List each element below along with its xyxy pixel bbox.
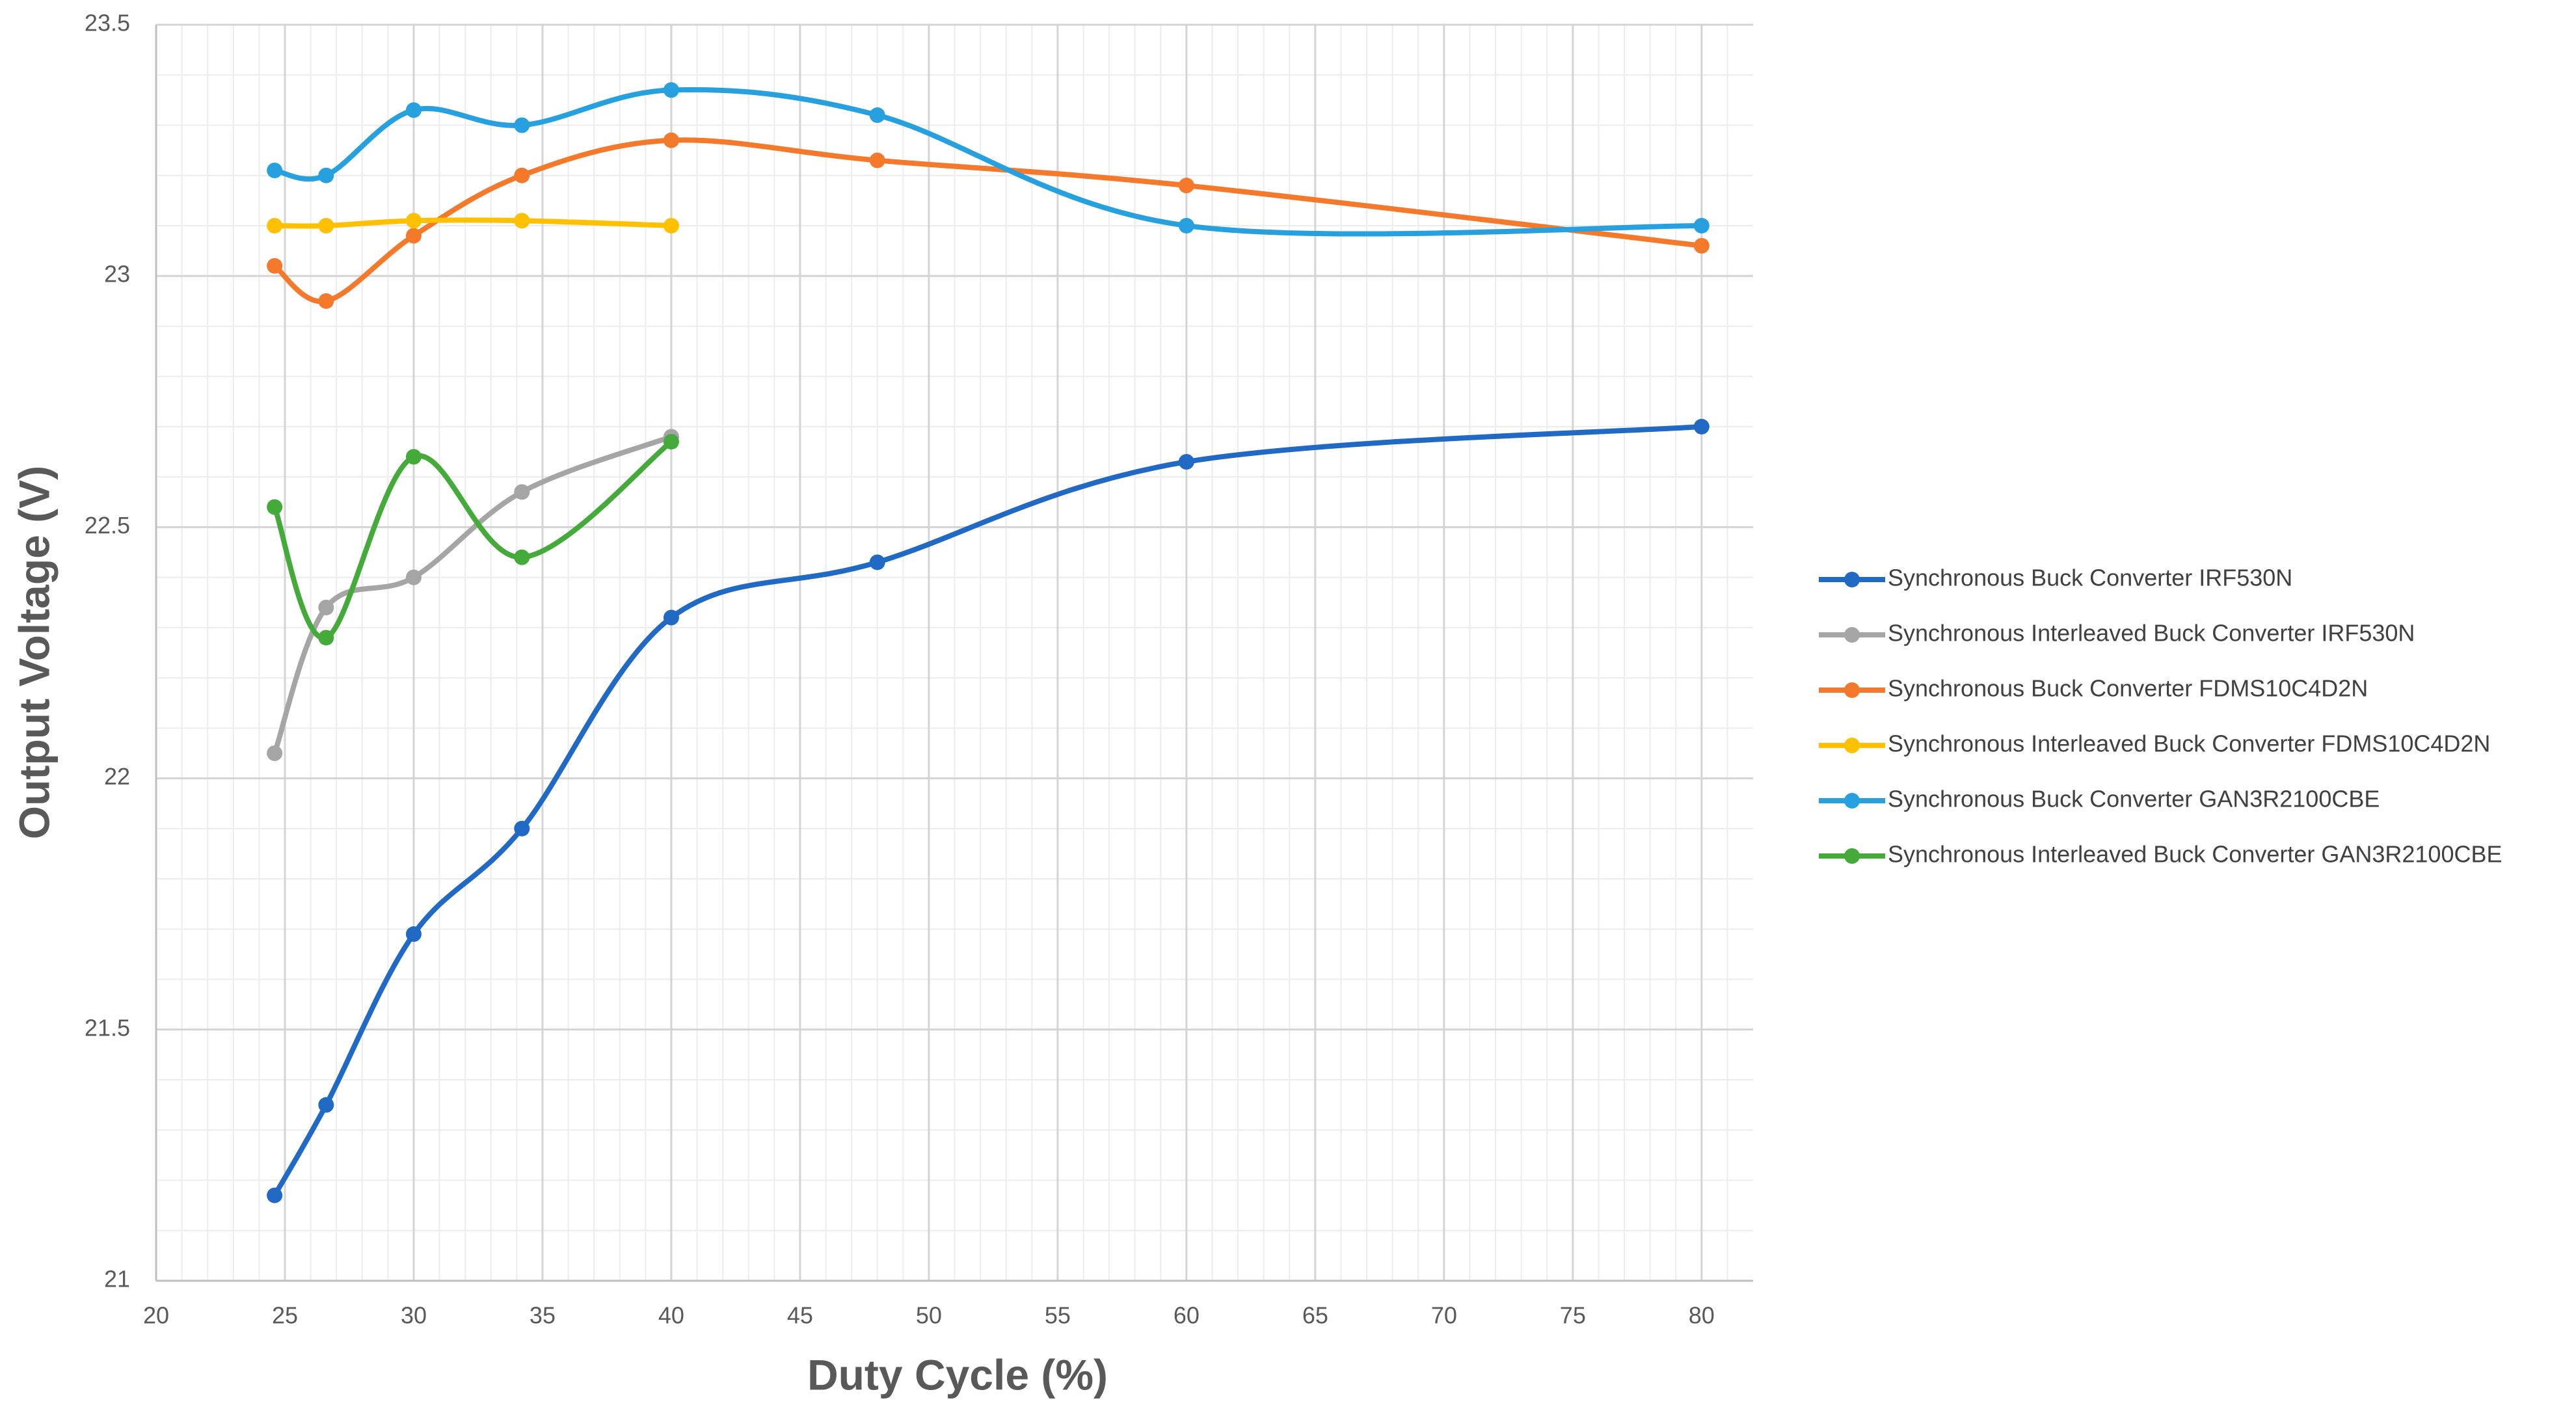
data-point [869, 107, 885, 124]
y-tick-label: 22.5 [85, 512, 130, 539]
legend-swatch-dot [1844, 627, 1860, 643]
data-point [1178, 178, 1194, 194]
data-point [663, 132, 679, 148]
y-tick-label: 22 [104, 763, 130, 790]
data-point [663, 434, 679, 450]
series-lines [267, 82, 1710, 1203]
data-point [405, 228, 422, 244]
legend-label: Synchronous Buck Converter GAN3R2100CBE [1888, 786, 2380, 812]
x-tick-label: 75 [1560, 1302, 1586, 1329]
data-point [405, 449, 422, 465]
x-axis-title: Duty Cycle (%) [807, 1350, 1108, 1398]
data-point [514, 117, 530, 133]
data-point [405, 102, 422, 118]
data-point [869, 152, 885, 168]
legend-swatch-dot [1844, 682, 1860, 698]
data-point [267, 499, 283, 515]
major-grid [155, 23, 1753, 1282]
x-tick-label: 80 [1689, 1302, 1715, 1329]
data-point [267, 745, 283, 761]
data-point [663, 609, 679, 626]
data-point [1178, 217, 1194, 234]
data-point [318, 167, 334, 183]
data-point [1178, 453, 1194, 470]
data-point [1693, 217, 1710, 234]
y-tick-label: 21.5 [85, 1014, 130, 1041]
data-point [267, 217, 283, 234]
y-tick-label: 21 [104, 1266, 130, 1292]
data-point [267, 162, 283, 178]
data-point [1693, 237, 1710, 254]
legend-swatch-dot [1844, 738, 1860, 753]
data-point [318, 1097, 334, 1113]
y-axis-title: Output Voltage (V) [10, 466, 58, 839]
data-point [405, 569, 422, 585]
y-tick-label: 23.5 [85, 10, 130, 36]
data-point [405, 926, 422, 943]
x-tick-label: 20 [143, 1302, 169, 1329]
data-point [514, 549, 530, 565]
legend-label: Synchronous Buck Converter FDMS10C4D2N [1888, 675, 2368, 702]
data-point [318, 293, 334, 309]
legend-label: Synchronous Interleaved Buck Converter G… [1888, 841, 2502, 868]
data-point [514, 820, 530, 836]
data-point [318, 630, 334, 646]
x-tick-label: 50 [916, 1302, 942, 1329]
data-point [318, 217, 334, 234]
x-tick-label: 40 [658, 1302, 684, 1329]
x-tick-label: 25 [272, 1302, 298, 1329]
x-tick-label: 65 [1302, 1302, 1328, 1329]
series-line [274, 87, 1702, 237]
legend-swatch-dot [1844, 848, 1860, 864]
legend-label: Synchronous Interleaved Buck Converter I… [1888, 620, 2415, 647]
x-tick-label: 60 [1174, 1302, 1200, 1329]
data-point [514, 213, 530, 229]
data-point [514, 167, 530, 183]
data-point [514, 484, 530, 500]
legend-label: Synchronous Interleaved Buck Converter F… [1888, 730, 2490, 757]
data-point [267, 1187, 283, 1203]
data-point [663, 217, 679, 234]
data-point [869, 554, 885, 570]
minor-grid [156, 25, 1753, 1281]
x-tick-label: 70 [1431, 1302, 1457, 1329]
y-tick-label: 23 [104, 261, 130, 288]
data-point [318, 599, 334, 615]
data-point [267, 258, 283, 274]
data-point [1693, 418, 1710, 435]
x-tick-label: 45 [787, 1302, 813, 1329]
legend-swatch-dot [1844, 793, 1860, 809]
x-tick-label: 55 [1045, 1302, 1071, 1329]
legend: Synchronous Buck Converter IRF530N Synchr… [1819, 565, 2502, 868]
legend-label: Synchronous Buck Converter IRF530N [1888, 565, 2292, 591]
legend-swatch-dot [1844, 572, 1860, 587]
series-line [273, 137, 1702, 304]
data-point [405, 213, 422, 229]
data-point [663, 82, 679, 98]
x-tick-label: 30 [401, 1302, 427, 1329]
x-tick-label: 35 [530, 1302, 556, 1329]
